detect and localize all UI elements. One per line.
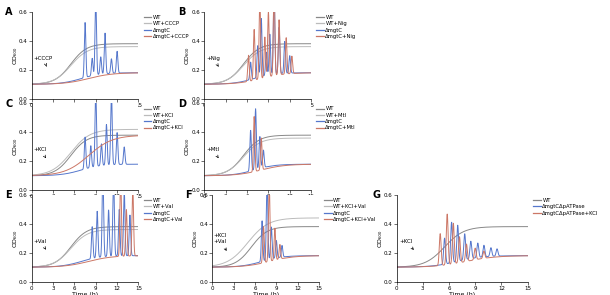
Y-axis label: OD₆₀₀: OD₆₀₀ <box>193 230 198 247</box>
Y-axis label: OD₆₀₀: OD₆₀₀ <box>12 138 18 155</box>
Text: +CCCP: +CCCP <box>34 56 53 66</box>
X-axis label: Time (h): Time (h) <box>253 292 279 295</box>
Text: +KCl
+Val: +KCl +Val <box>213 233 226 250</box>
Text: C: C <box>5 99 12 109</box>
Legend: WT, WT+MtI, ΔmgtC, ΔmgtC+MtI: WT, WT+MtI, ΔmgtC, ΔmgtC+MtI <box>316 106 356 131</box>
Y-axis label: OD₆₀₀: OD₆₀₀ <box>185 138 190 155</box>
Legend: WT, ΔmgtCΔpATPase, ΔmgtCΔpATPase+KCl: WT, ΔmgtCΔpATPase, ΔmgtCΔpATPase+KCl <box>533 197 599 216</box>
Y-axis label: OD₆₀₀: OD₆₀₀ <box>185 47 190 64</box>
Legend: WT, WT+Nig, ΔmgtC, ΔmgtC+Nig: WT, WT+Nig, ΔmgtC, ΔmgtC+Nig <box>316 14 357 40</box>
Y-axis label: OD₆₀₀: OD₆₀₀ <box>12 47 18 64</box>
Legend: WT, WT+KCl, ΔmgtC, ΔmgtC+KCl: WT, WT+KCl, ΔmgtC, ΔmgtC+KCl <box>143 106 184 131</box>
Text: +MtI: +MtI <box>206 147 220 158</box>
X-axis label: Time (h): Time (h) <box>245 109 271 114</box>
Legend: WT, WT+KCl+Val, ΔmgtC, ΔmgtC+KCl+Val: WT, WT+KCl+Val, ΔmgtC, ΔmgtC+KCl+Val <box>324 197 377 222</box>
Text: +Val: +Val <box>34 239 47 249</box>
X-axis label: Time (h): Time (h) <box>245 201 271 206</box>
Legend: WT, WT+CCCP, ΔmgtC, ΔmgtC+CCCP: WT, WT+CCCP, ΔmgtC, ΔmgtC+CCCP <box>143 14 190 40</box>
Y-axis label: OD₆₀₀: OD₆₀₀ <box>12 230 18 247</box>
Text: +KCl: +KCl <box>399 239 414 249</box>
Text: B: B <box>178 7 185 17</box>
X-axis label: Time (h): Time (h) <box>449 292 475 295</box>
X-axis label: Time (h): Time (h) <box>72 292 98 295</box>
Text: E: E <box>5 190 12 200</box>
Legend: WT, WT+Val, ΔmgtC, ΔmgtC+Val: WT, WT+Val, ΔmgtC, ΔmgtC+Val <box>143 197 184 222</box>
Text: +Nig: +Nig <box>206 56 220 66</box>
Text: +KCl: +KCl <box>34 147 47 158</box>
Text: F: F <box>185 190 192 200</box>
Text: G: G <box>373 190 381 200</box>
Text: A: A <box>5 7 13 17</box>
Y-axis label: OD₆₀₀: OD₆₀₀ <box>377 230 382 247</box>
Text: D: D <box>178 99 185 109</box>
